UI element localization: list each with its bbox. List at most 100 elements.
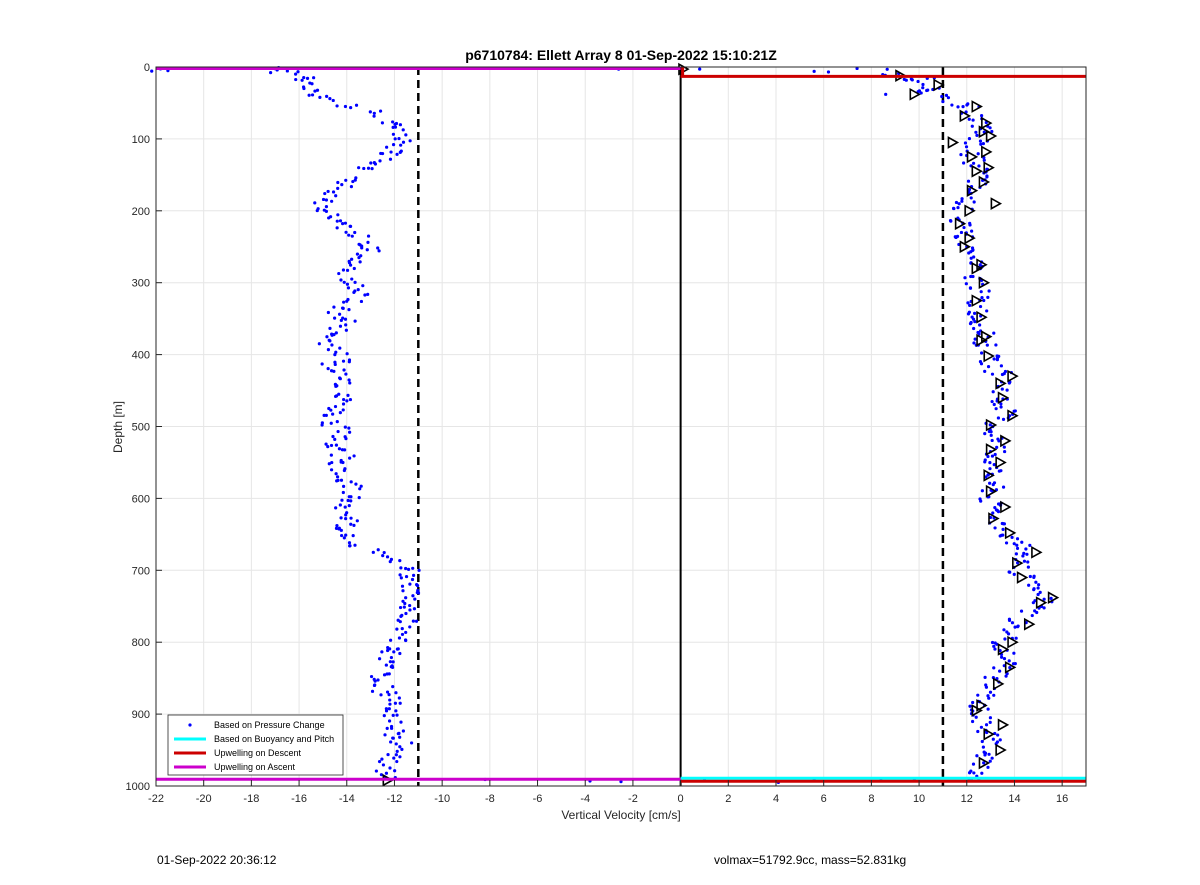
descent-velocity-point [991,511,995,515]
ascent-velocity-point [337,527,341,531]
ascent-velocity-point [335,104,339,108]
buoyancy-marker [947,136,960,149]
ascent-velocity-point [369,161,373,165]
buoyancy-marker [978,175,991,189]
ascent-velocity-point [348,544,352,548]
ascent-velocity-point [403,601,407,606]
ascent-velocity-point [393,137,397,141]
descent-velocity-point [926,88,930,92]
ascent-velocity-point [398,755,402,759]
descent-velocity-point [968,303,972,307]
ascent-velocity-point [269,71,273,75]
descent-velocity-point [990,399,994,404]
descent-velocity-point [1020,540,1024,544]
ascent-velocity-point [406,567,411,571]
ascent-velocity-point [368,110,372,114]
descent-velocity-point [960,199,964,203]
descent-velocity-point [1015,561,1020,565]
ascent-velocity-point [370,167,374,171]
ascent-velocity-point [330,460,334,465]
descent-velocity-point [1005,388,1009,392]
ascent-velocity-point [388,698,392,702]
ascent-velocity-point [313,201,317,205]
descent-velocity-point [983,753,987,757]
ascent-velocity-point [382,673,387,677]
ascent-velocity-point [329,443,334,448]
buoyancy-marker [976,310,988,324]
ascent-velocity-point [376,246,380,250]
footer-float-params: volmax=51792.9cc, mass=52.831kg [714,853,907,867]
buoyancy-marker [978,276,991,290]
ascent-velocity-point [331,190,336,194]
ascent-velocity-point [340,533,344,538]
ascent-velocity-point [415,584,420,588]
ascent-velocity-point [343,448,347,452]
ascent-velocity-point [391,736,395,740]
ascent-velocity-point [388,559,392,564]
ascent-velocity-point [353,319,357,323]
descent-velocity-point [978,323,982,327]
x-tick-label: 16 [1056,793,1068,805]
buoyancy-marker [966,150,979,164]
descent-velocity-point [1001,485,1006,489]
descent-velocity-point [999,364,1003,368]
ascent-velocity-point [335,219,339,223]
ascent-velocity-point [344,323,348,327]
x-tick-label: -18 [243,793,259,805]
buoyancy-marker [1007,409,1019,423]
descent-velocity-point [970,124,974,128]
ascent-velocity-point [382,550,386,555]
descent-velocity-point [970,229,974,233]
ascent-velocity-point [325,335,329,339]
descent-velocity-point [996,502,1001,506]
ascent-velocity-point [341,359,346,363]
descent-velocity-point [975,133,979,137]
ascent-velocity-point [302,75,306,80]
ascent-velocity-point [395,152,399,156]
ascent-velocity-point [389,655,394,660]
descent-velocity-point [987,289,991,293]
buoyancy-marker [983,161,995,175]
x-tick-label: -2 [628,793,638,805]
y-tick-label: 600 [132,493,150,505]
ascent-velocity-point [307,93,311,97]
descent-velocity-point [999,402,1003,406]
ascent-velocity-point [401,128,405,132]
ascent-velocity-point [353,178,357,182]
ascent-velocity-point [394,753,398,757]
descent-velocity-point [968,286,973,290]
ascent-velocity-point [410,577,415,582]
ascent-velocity-point [341,460,345,465]
ascent-velocity-point [344,517,348,521]
ascent-velocity-point [388,702,392,706]
ascent-velocity-point [376,678,380,682]
ascent-velocity-point [350,234,354,238]
ascent-velocity-point [402,605,406,609]
descent-velocity-point [1008,665,1012,670]
ascent-velocity-point [328,215,333,219]
ascent-velocity-point [398,573,402,577]
ascent-velocity-point [366,166,371,170]
descent-velocity-point [993,506,997,510]
ascent-velocity-point [332,369,336,373]
x-tick-label: 0 [678,793,684,805]
buoyancy-marker [1023,617,1036,631]
x-tick-label: -20 [196,793,212,805]
descent-velocity-point [972,341,976,345]
ascent-velocity-point [399,614,403,618]
ascent-velocity-point [332,332,336,337]
ascent-velocity-point [413,597,417,601]
descent-velocity-point [959,152,963,157]
descent-velocity-point [985,343,989,347]
ascent-velocity-point [335,479,339,483]
ascent-velocity-point [356,288,360,292]
ascent-velocity-point [338,377,342,381]
buoyancy-marker [1012,556,1024,570]
ascent-velocity-point [344,230,348,234]
ascent-velocity-point [383,733,387,737]
descent-velocity-point [993,526,997,530]
ascent-velocity-point [343,425,347,429]
ascent-velocity-point [404,596,408,600]
ascent-velocity-point [362,166,366,171]
